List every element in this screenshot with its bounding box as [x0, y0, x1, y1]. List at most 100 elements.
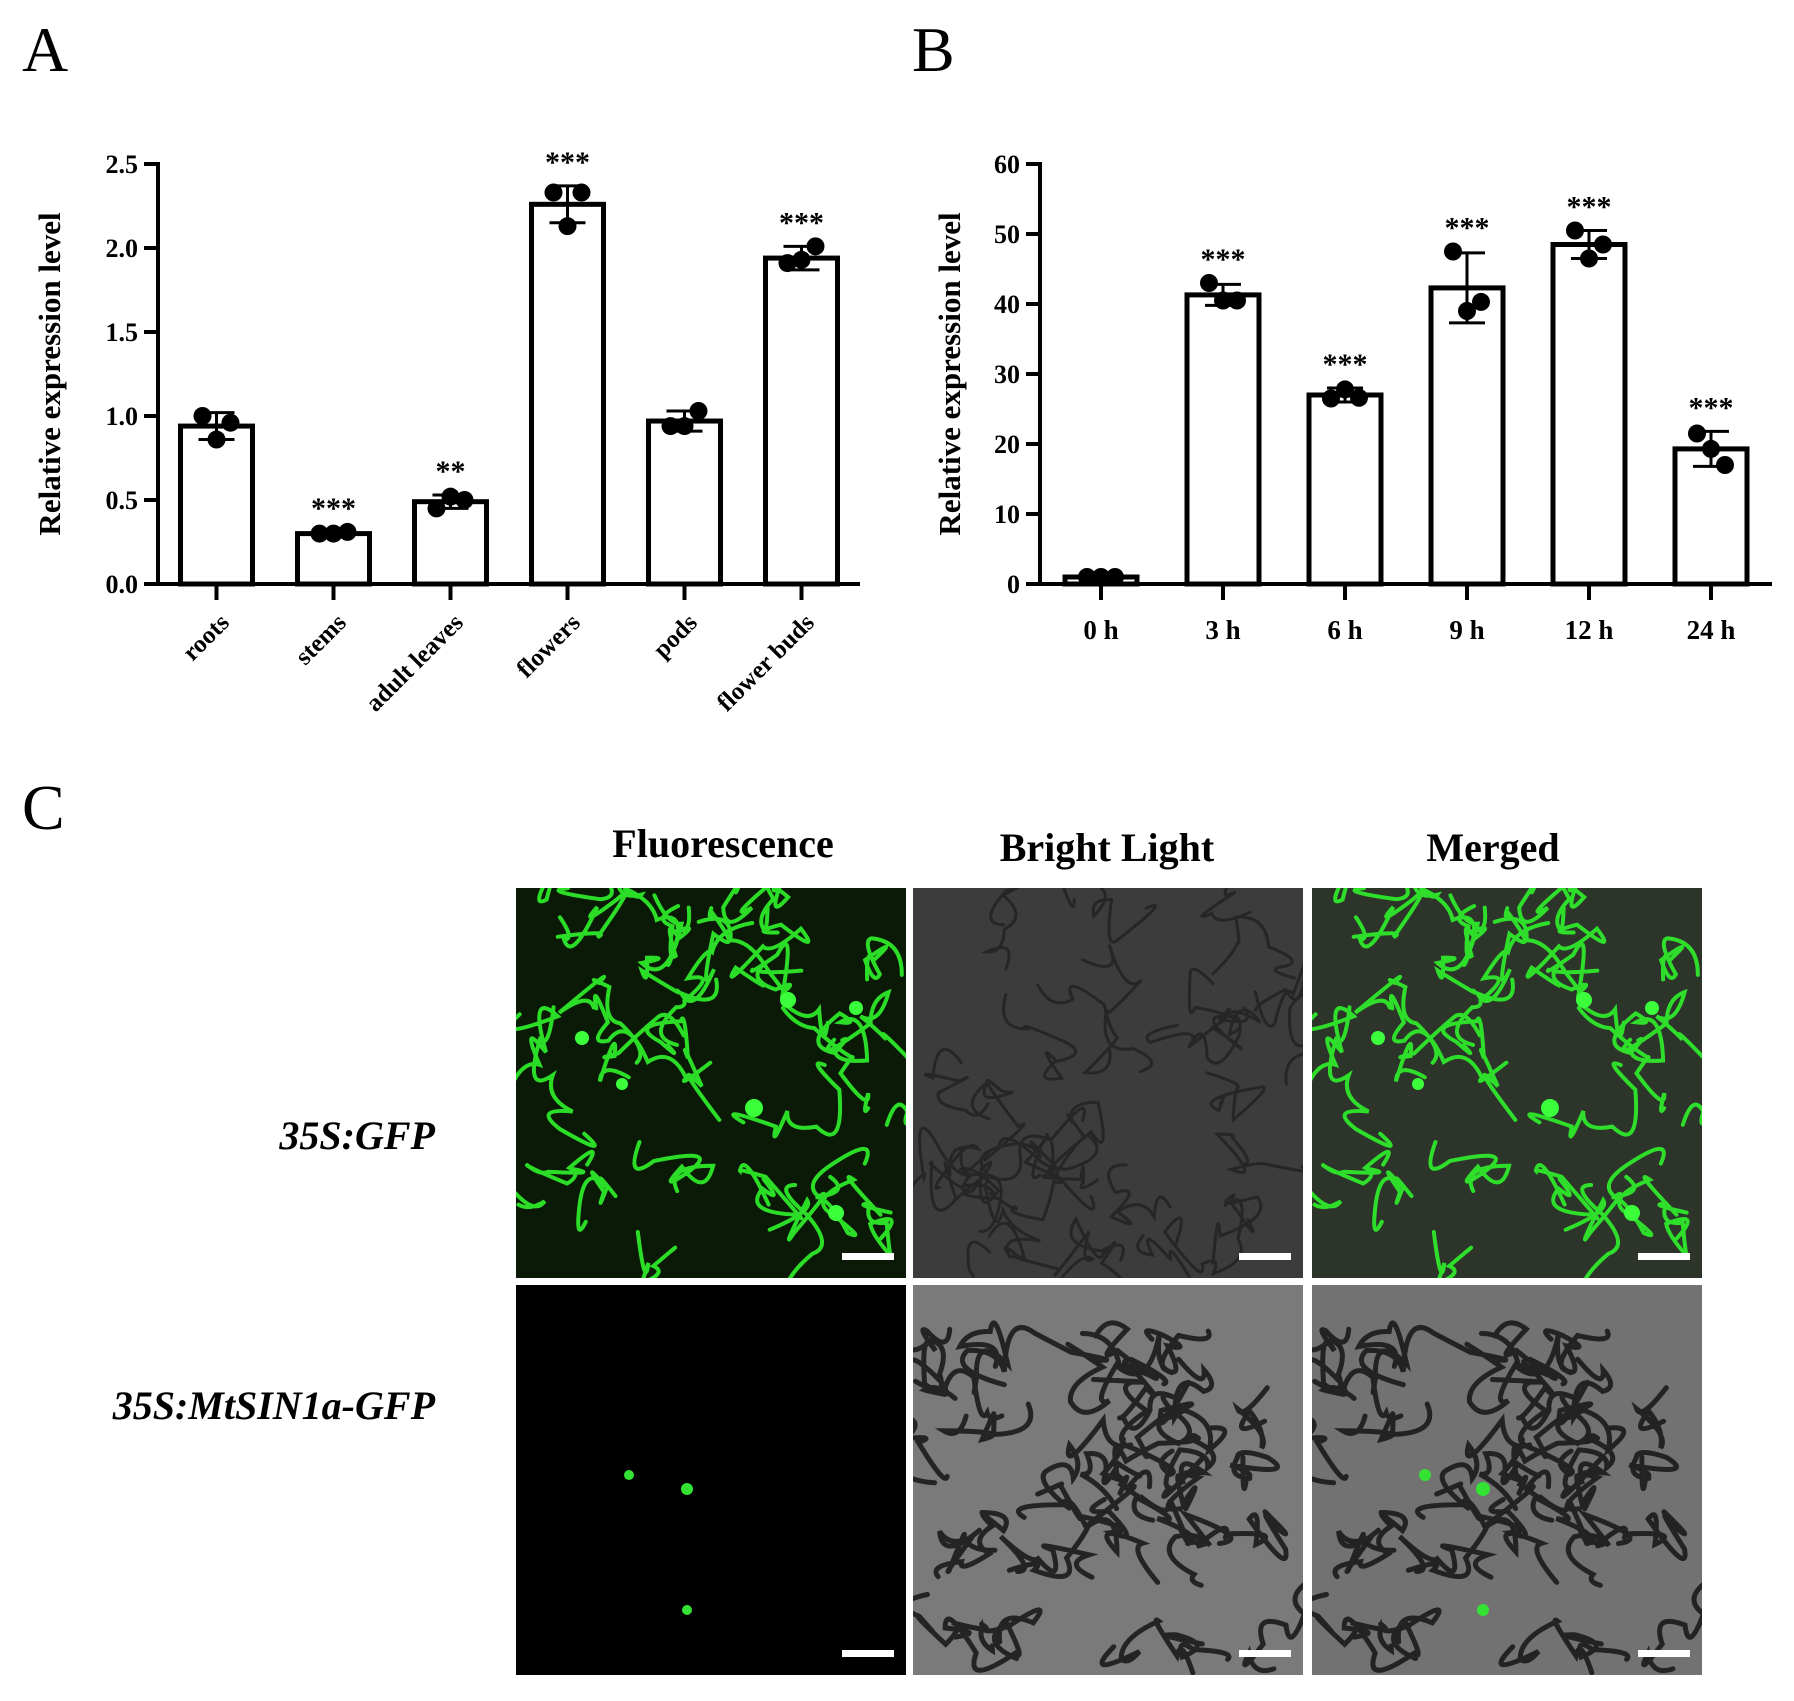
x-tick-label: flowers	[512, 609, 586, 683]
micrograph-mtsin1a-fluorescence	[516, 1285, 906, 1675]
x-tick-label: stems	[290, 609, 352, 671]
significance-label: ***	[1689, 391, 1734, 424]
x-tick-label: flower buds	[712, 609, 820, 717]
panel-letter-b: B	[912, 14, 955, 85]
nucleus-signal	[1576, 992, 1592, 1008]
merged-cell-outlines	[1312, 888, 1702, 1278]
data-point	[1580, 249, 1598, 268]
nucleus-signal	[1476, 1482, 1490, 1496]
significance-label: ***	[311, 492, 356, 525]
micrograph-gfp-bright-light	[913, 888, 1303, 1278]
micrograph-gfp-fluorescence	[516, 888, 906, 1278]
y-tick-label: 10	[994, 500, 1020, 529]
y-tick-label: 0.0	[106, 570, 139, 599]
nucleus-signal	[681, 1483, 693, 1495]
data-point	[1566, 221, 1584, 240]
scale-bar	[1638, 1253, 1690, 1260]
data-point	[1444, 242, 1462, 261]
bar	[529, 201, 606, 587]
bar	[412, 499, 489, 587]
y-tick-label: 0	[1007, 570, 1020, 599]
column-heading-bright-light: Bright Light	[999, 825, 1215, 870]
data-point	[1078, 568, 1096, 586]
chart-a-tissue-expression: 0.0 0.5 1.0 1.5 2.0 2.5 Relative expression le…	[32, 146, 860, 717]
data-point	[310, 524, 329, 543]
x-tick-label: pods	[648, 609, 703, 664]
data-point	[1350, 388, 1368, 407]
bar	[1428, 285, 1506, 587]
y-axis-title: Relative expression level	[32, 212, 67, 536]
data-point	[1228, 291, 1246, 310]
data-point	[1458, 302, 1476, 320]
data-point	[193, 407, 212, 425]
data-point	[1688, 424, 1706, 443]
data-point	[1106, 568, 1124, 586]
data-point	[1702, 439, 1720, 458]
y-tick-label: 2.0	[106, 234, 139, 263]
bar	[1306, 392, 1384, 587]
data-point	[1214, 291, 1232, 310]
x-tick-label: roots	[178, 609, 235, 666]
y-tick-label: 1.5	[106, 318, 139, 347]
y-tick-label: 40	[994, 290, 1020, 319]
row-label-35s-mtsin1a-gfp: 35S:MtSIN1a-GFP	[112, 1383, 435, 1428]
x-tick-label: 9 h	[1449, 615, 1484, 645]
data-point	[675, 417, 694, 436]
chart-b-time-course-expression: 0 10 20 30 40 50 60 Relative expression level 0 …	[932, 150, 1772, 645]
nucleus-signal	[745, 1099, 763, 1117]
significance-label: ***	[779, 206, 824, 239]
scale-bar	[1239, 1650, 1291, 1657]
panel-letter-c: C	[22, 772, 65, 843]
scale-bar	[842, 1253, 894, 1260]
scale-bar	[1239, 1253, 1291, 1260]
y-tick-label: 30	[994, 360, 1020, 389]
nucleus-signal	[682, 1605, 692, 1615]
x-tick-label: 0 h	[1083, 615, 1118, 645]
scale-bar	[842, 1650, 894, 1657]
x-tick-label: 24 h	[1687, 615, 1736, 645]
y-tick-label: 0.5	[106, 486, 139, 515]
significance-label: ***	[1567, 191, 1612, 224]
scale-bar	[1638, 1650, 1690, 1657]
bar	[1550, 242, 1628, 587]
significance-label: ***	[1201, 243, 1246, 276]
column-heading-merged: Merged	[1426, 825, 1560, 870]
y-tick-label: 20	[994, 430, 1020, 459]
cell-outlines	[913, 888, 1303, 1278]
bar	[763, 255, 840, 587]
data-point	[207, 430, 226, 449]
gfp-cell-outlines	[516, 888, 906, 1278]
nucleus-signal	[624, 1470, 634, 1480]
data-point	[324, 524, 343, 543]
data-point	[1322, 389, 1340, 408]
data-point	[1594, 235, 1612, 254]
micrograph-gfp-merged	[1312, 888, 1702, 1278]
data-point	[572, 183, 591, 202]
x-tick-label: 3 h	[1205, 615, 1240, 645]
significance-label: ***	[1323, 348, 1368, 381]
significance-label: ***	[1445, 212, 1490, 245]
gfp-nuclear-signals	[624, 1470, 693, 1615]
data-point	[338, 522, 357, 541]
panel-letter-a: A	[22, 14, 69, 85]
x-tick-label: 12 h	[1565, 615, 1614, 645]
nucleus-signal	[1477, 1604, 1489, 1616]
bar	[1184, 292, 1262, 587]
data-point	[792, 250, 811, 269]
cell-outlines	[913, 1320, 1303, 1675]
nucleus-signal	[828, 1205, 844, 1221]
data-point	[1716, 456, 1734, 474]
micrograph-mtsin1a-merged	[1312, 1285, 1702, 1675]
nucleus-signal	[1419, 1469, 1431, 1481]
y-tick-label: 2.5	[106, 150, 139, 179]
y-axis-title: Relative expression level	[932, 212, 967, 536]
data-point	[806, 237, 825, 256]
nucleus-signal	[1624, 1205, 1640, 1221]
significance-label: **	[436, 455, 466, 488]
data-point	[778, 254, 797, 273]
nucleus-signal	[1371, 1031, 1385, 1045]
nucleus-signal	[849, 1001, 863, 1015]
x-tick-label: 6 h	[1327, 615, 1362, 645]
data-point	[689, 401, 708, 420]
data-point	[427, 499, 446, 518]
